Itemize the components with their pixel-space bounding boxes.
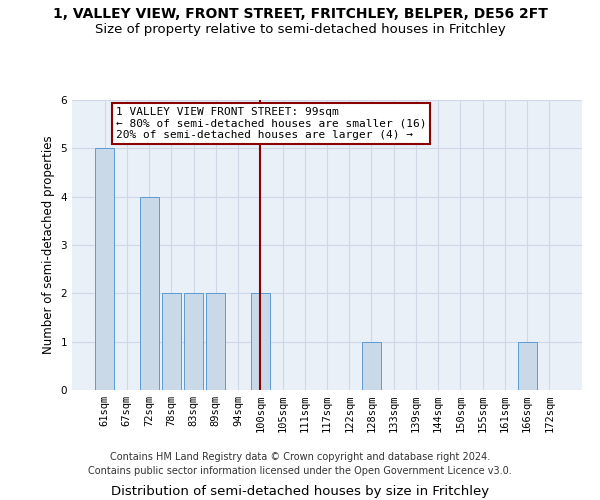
- Bar: [251, 294, 270, 390]
- Text: Distribution of semi-detached houses by size in Fritchley: Distribution of semi-detached houses by …: [111, 484, 489, 498]
- Bar: [95, 148, 114, 390]
- Text: 1, VALLEY VIEW, FRONT STREET, FRITCHLEY, BELPER, DE56 2FT: 1, VALLEY VIEW, FRONT STREET, FRITCHLEY,…: [53, 8, 547, 22]
- Bar: [362, 342, 381, 390]
- Bar: [206, 294, 225, 390]
- Bar: [140, 196, 158, 390]
- Bar: [162, 294, 181, 390]
- Bar: [518, 342, 536, 390]
- Text: Contains public sector information licensed under the Open Government Licence v3: Contains public sector information licen…: [88, 466, 512, 476]
- Text: Size of property relative to semi-detached houses in Fritchley: Size of property relative to semi-detach…: [95, 22, 505, 36]
- Bar: [184, 294, 203, 390]
- Text: Contains HM Land Registry data © Crown copyright and database right 2024.: Contains HM Land Registry data © Crown c…: [110, 452, 490, 462]
- Text: 1 VALLEY VIEW FRONT STREET: 99sqm
← 80% of semi-detached houses are smaller (16): 1 VALLEY VIEW FRONT STREET: 99sqm ← 80% …: [116, 108, 426, 140]
- Y-axis label: Number of semi-detached properties: Number of semi-detached properties: [42, 136, 55, 354]
